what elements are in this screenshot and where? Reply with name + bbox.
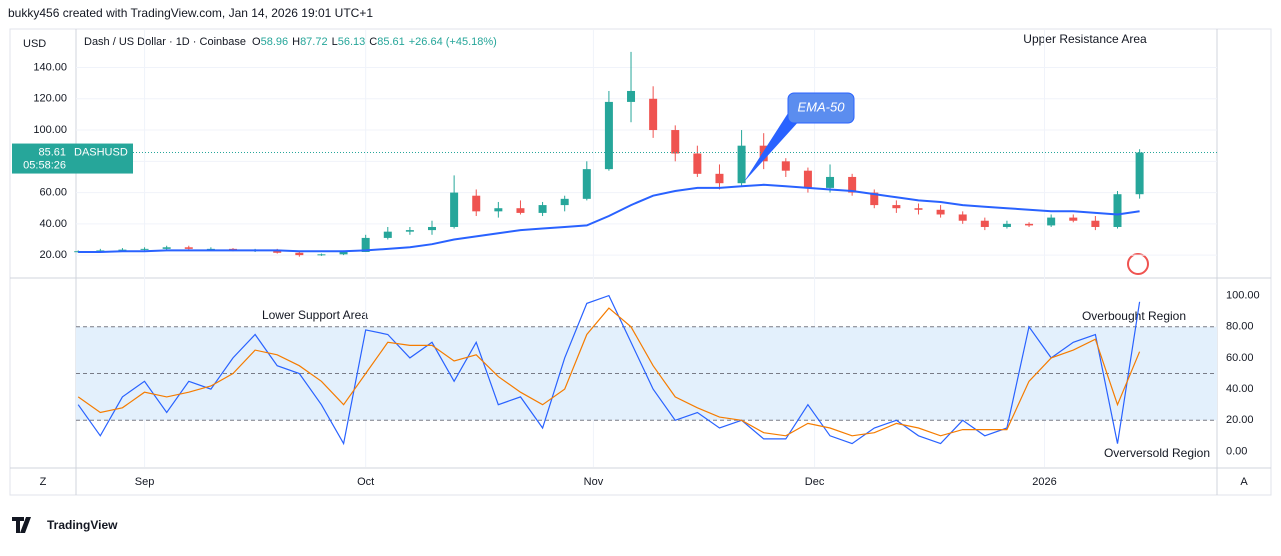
ohlc-label: C	[369, 36, 377, 48]
candle-body	[184, 247, 193, 249]
symbol-title: Dash / US Dollar · 1D · Coinbase	[84, 36, 246, 48]
x-tick-label: Dec	[805, 476, 825, 488]
corner-button[interactable]: A	[1240, 476, 1248, 488]
candle-body	[693, 153, 702, 174]
candle-body	[361, 237, 370, 252]
candle-body	[604, 101, 613, 170]
last-price: 85.61	[38, 146, 66, 158]
y-tick-label: 100.00	[33, 124, 67, 136]
ohlc-label: O	[252, 36, 261, 48]
y-tick-label: 140.00	[33, 61, 67, 73]
y-tick-label: 60.00	[39, 186, 67, 198]
candle-body	[472, 195, 481, 212]
y-tick-label: 40.00	[1226, 383, 1254, 395]
y-tick-label: 120.00	[33, 93, 67, 105]
x-tick-label: Sep	[135, 476, 155, 488]
candle-body	[715, 173, 724, 184]
candle-body	[826, 176, 835, 188]
candle-body	[1002, 223, 1011, 227]
ohlc-value: 58.96	[261, 36, 289, 48]
candle-body	[936, 209, 945, 215]
candle-body	[295, 252, 304, 256]
candle-body	[1091, 220, 1100, 227]
annotation: Upper Resistance Area	[1023, 32, 1147, 46]
x-tick-label: Oct	[357, 476, 374, 488]
candle-body	[1047, 217, 1056, 226]
currency: USD	[23, 38, 46, 50]
annotation: Overversold Region	[1104, 446, 1210, 460]
candle-body	[582, 169, 591, 199]
frame	[9, 28, 1272, 496]
watermark: bukky456 created with TradingView.com, J…	[8, 6, 373, 20]
candle-body	[1025, 223, 1034, 226]
y-tick-label: 100.00	[1226, 289, 1260, 301]
legend-header: Dash / US Dollar · 1D · Coinbase O58.96 H8…	[84, 36, 497, 48]
candle-body	[538, 205, 547, 213]
candle-body	[405, 230, 414, 232]
y-tick-label: 60.00	[1226, 352, 1254, 364]
candle-body	[737, 145, 746, 184]
ohlc-label: H	[292, 36, 300, 48]
candle-body	[450, 192, 459, 227]
candle-body	[870, 192, 879, 206]
ohlc-label: L	[332, 36, 338, 48]
ohlc-value: 87.72	[300, 36, 328, 48]
candle-body	[494, 208, 503, 212]
callout-box	[787, 92, 855, 124]
last-price-box	[12, 143, 133, 174]
ohlc-value: 85.61	[377, 36, 405, 48]
y-tick-label: 0.00	[1226, 445, 1247, 457]
candle-body	[339, 251, 348, 255]
candle-body	[848, 176, 857, 193]
candle-body	[383, 231, 392, 238]
oscillator-line	[77, 294, 1141, 446]
brand-name: TradingView	[47, 518, 118, 532]
candle-body	[892, 205, 901, 209]
y-tick-label: 20.00	[39, 249, 67, 261]
candle-body	[317, 254, 326, 256]
flag-icon[interactable]	[1127, 253, 1149, 275]
ema-line	[78, 183, 1140, 253]
candle-body	[781, 161, 790, 171]
change: +26.64 (+45.18%)	[409, 36, 497, 48]
brand: TradingView	[12, 517, 118, 533]
ohlc-value: 56.13	[338, 36, 366, 48]
candle-body	[206, 248, 215, 250]
candle-body	[914, 208, 923, 210]
brand-logo	[12, 517, 31, 533]
countdown: 05:58:26	[23, 159, 66, 171]
candle-body	[958, 214, 967, 221]
corner-button[interactable]: Z	[40, 476, 47, 488]
callout-label: EMA-50	[798, 99, 846, 114]
oscillator-line	[77, 307, 1141, 437]
candle-body	[627, 90, 636, 102]
candle-body	[803, 170, 812, 188]
candle-body	[96, 250, 105, 252]
y-tick-label: 80.00	[1226, 321, 1254, 333]
callout	[743, 110, 800, 183]
x-tick-label: Nov	[584, 476, 604, 488]
annotation: Overbought Region	[1082, 309, 1186, 323]
candle-body	[980, 220, 989, 227]
symbol: DASHUSD	[74, 146, 128, 158]
candle-body	[671, 130, 680, 154]
candle-body	[140, 248, 149, 250]
candle-body	[560, 198, 569, 206]
candle-body	[1069, 217, 1078, 221]
candle-body	[162, 247, 171, 249]
candle-body	[118, 249, 127, 251]
candle-body	[649, 98, 658, 131]
candle-body	[428, 226, 437, 231]
candle-body	[1135, 152, 1144, 195]
annotation: Lower Support Area	[262, 308, 368, 322]
y-tick-label: 20.00	[1226, 414, 1254, 426]
candle-body	[1113, 194, 1122, 227]
y-tick-label: 40.00	[39, 218, 67, 230]
candle-body	[516, 208, 525, 213]
x-tick-label: 2026	[1032, 476, 1056, 488]
